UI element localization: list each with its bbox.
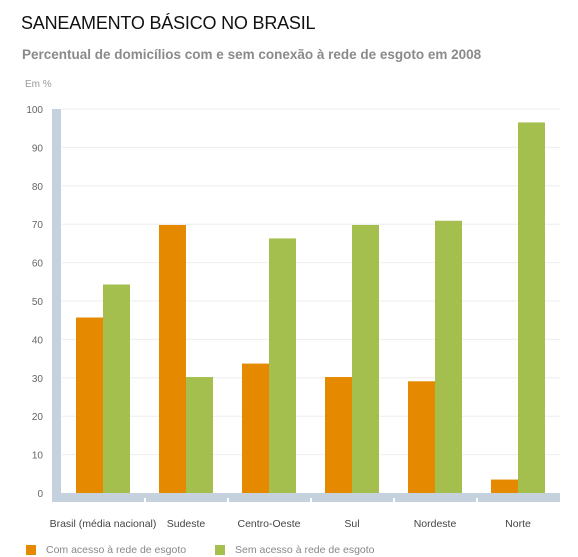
y-axis-unit-label: Em % xyxy=(25,79,52,90)
chart-title: SANEAMENTO BÁSICO NO BRASIL xyxy=(21,13,316,33)
x-axis-separator-4 xyxy=(393,498,395,502)
bar-com-acesso-4 xyxy=(408,381,435,493)
bar-sem-acesso-2 xyxy=(269,238,296,493)
y-tick-label-40: 40 xyxy=(32,335,44,346)
tick-labels: 0 10 20 30 40 50 60 70 80 90 100 Brasil (média naci… xyxy=(26,105,531,530)
bar-com-acesso-2 xyxy=(242,363,269,493)
y-tick-label-100: 100 xyxy=(26,105,43,116)
legend-label-com-acesso: Com acesso à rede de esgoto xyxy=(46,544,187,556)
x-axis-line xyxy=(52,493,560,502)
bar-sem-acesso-4 xyxy=(435,220,462,493)
y-tick-label-70: 70 xyxy=(32,220,44,231)
legend-swatch-sem-acesso xyxy=(215,545,225,555)
bar-sem-acesso-3 xyxy=(352,224,379,493)
legend-item-com-acesso: Com acesso à rede de esgoto xyxy=(26,544,186,556)
y-tick-label-90: 90 xyxy=(32,143,44,154)
chart-subtitle: Percentual de domicílios com e sem conex… xyxy=(22,47,482,62)
x-tick-label-2: Centro-Oeste xyxy=(237,518,300,530)
x-axis-separator-3 xyxy=(310,498,312,502)
x-axis-separator-2 xyxy=(227,498,229,502)
legend-label-sem-acesso: Sem acesso à rede de esgoto xyxy=(235,544,375,556)
legend-swatch-com-acesso xyxy=(26,545,36,555)
bar-com-acesso-3 xyxy=(325,377,352,493)
bar-com-acesso-0 xyxy=(76,317,103,493)
x-tick-label-5: Norte xyxy=(505,518,531,530)
legend: Com acesso à rede de esgoto Sem acesso à… xyxy=(0,544,578,557)
y-tick-label-30: 30 xyxy=(32,374,44,385)
x-tick-label-0: Brasil (média nacional) xyxy=(50,518,157,530)
y-tick-label-80: 80 xyxy=(32,182,44,193)
legend-item-sem-acesso: Sem acesso à rede de esgoto xyxy=(215,544,375,556)
y-tick-label-10: 10 xyxy=(32,451,44,462)
bar-com-acesso-5 xyxy=(491,479,518,493)
gridlines xyxy=(62,108,560,456)
bar-sem-acesso-1 xyxy=(186,377,213,493)
x-tick-label-1: Sudeste xyxy=(167,518,206,530)
bar-com-acesso-1 xyxy=(159,224,186,493)
x-tick-label-4: Nordeste xyxy=(414,518,457,530)
bar-sem-acesso-5 xyxy=(518,122,545,493)
y-tick-label-50: 50 xyxy=(32,297,44,308)
x-tick-label-3: Sul xyxy=(344,518,359,530)
y-axis-line xyxy=(52,109,61,502)
bar-sem-acesso-0 xyxy=(103,284,130,493)
bars xyxy=(76,122,545,493)
axes xyxy=(52,109,560,502)
y-tick-label-60: 60 xyxy=(32,259,44,270)
y-tick-label-20: 20 xyxy=(32,412,44,423)
y-tick-label-0: 0 xyxy=(37,489,43,500)
x-axis-separator-1 xyxy=(144,498,146,502)
x-axis-separator-5 xyxy=(476,498,478,502)
